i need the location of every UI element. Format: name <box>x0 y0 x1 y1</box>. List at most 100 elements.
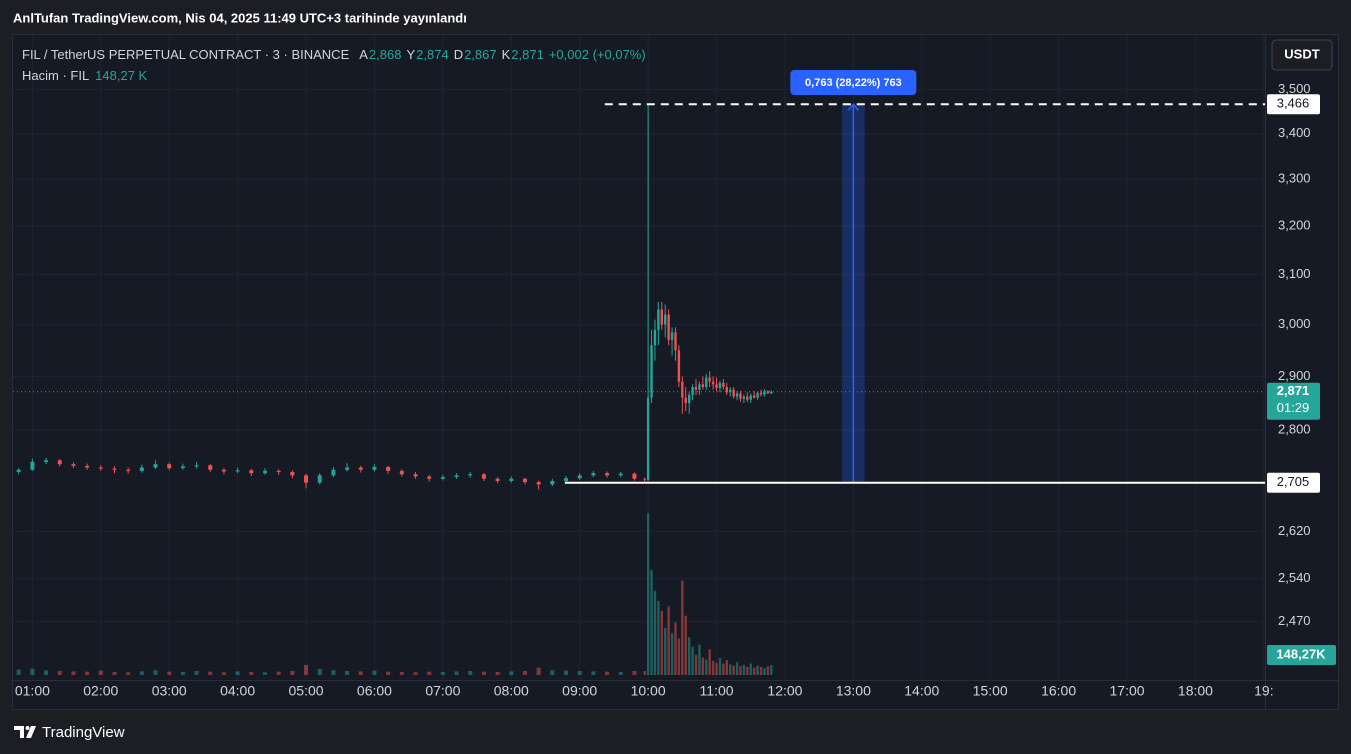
volume-bar <box>752 667 756 675</box>
volume-bar <box>16 669 21 675</box>
x-tick-label: 10:00 <box>631 683 666 699</box>
x-tick-label: 05:00 <box>289 683 324 699</box>
candle-body <box>752 395 756 398</box>
volume-bar <box>664 627 667 675</box>
x-tick-label: 14:00 <box>904 683 939 699</box>
candle-body <box>722 382 725 388</box>
volume-bar <box>372 670 377 675</box>
candle-body <box>427 476 432 479</box>
measure-label-box <box>790 70 917 95</box>
x-tick-label: 04:00 <box>220 683 255 699</box>
x-tick-label: 15:00 <box>973 683 1008 699</box>
currency-label[interactable]: USDT <box>1284 46 1319 61</box>
currency-button[interactable] <box>1271 39 1333 71</box>
volume-bar <box>454 671 459 675</box>
candle-body <box>725 387 728 393</box>
candle-body <box>763 391 766 395</box>
price-line-label: 3,466 <box>1277 96 1310 111</box>
volume-bar <box>235 671 240 675</box>
y-tick-label: 3,400 <box>1278 125 1311 140</box>
volume-bar <box>742 664 746 675</box>
candle-body <box>729 389 732 393</box>
volume-bar <box>208 671 213 675</box>
volume-bar <box>718 658 722 675</box>
volume-bar <box>112 671 117 675</box>
y-tick-label: 3,100 <box>1278 266 1311 281</box>
y-tick-label: 2,620 <box>1278 523 1311 538</box>
volume-bar <box>701 657 705 675</box>
volume-bar <box>44 670 49 675</box>
volume-bar <box>126 672 131 675</box>
candle-body <box>57 460 62 465</box>
volume-bar <box>468 670 473 675</box>
y-tick-label: 2,470 <box>1278 613 1311 628</box>
candle-body <box>85 465 90 468</box>
candle-body <box>564 478 569 482</box>
volume-bar <box>684 615 687 675</box>
volume-bar <box>722 663 725 675</box>
volume-bar <box>564 670 569 675</box>
candle-body <box>691 387 694 395</box>
candle-body <box>180 466 185 469</box>
volume-bar <box>691 646 694 675</box>
volume-bar <box>632 670 637 675</box>
candle-body <box>770 391 773 394</box>
candle-body <box>718 382 722 389</box>
volume-bar <box>770 665 773 675</box>
change: +0,002 (+0,07%) <box>548 47 646 62</box>
candle-body <box>705 377 708 388</box>
volume-bar <box>759 666 763 675</box>
candle-body <box>509 478 514 482</box>
chart-panel <box>12 34 1339 710</box>
volume-bar <box>331 670 336 675</box>
candle-body <box>481 474 486 479</box>
volume-bar <box>725 660 728 675</box>
ohlc: A2,868 Y2,874 D2,867 K2,871 <box>359 47 549 62</box>
candle-body <box>632 473 637 479</box>
x-tick-label: 17:00 <box>1110 683 1145 699</box>
volume-bar <box>30 668 35 675</box>
current-price-label: 2,871 <box>1277 383 1310 398</box>
candle-body <box>98 467 103 469</box>
measure-arrowhead <box>847 103 859 111</box>
candle-body <box>650 345 653 398</box>
ohlc-name: D <box>453 47 464 62</box>
candle-body <box>153 464 158 468</box>
candle-body <box>735 393 739 397</box>
volume-bar <box>677 638 681 675</box>
candle-body <box>670 332 674 341</box>
candle-body <box>687 394 691 403</box>
symbol-title: FIL / TetherUS PERPETUAL CONTRACT · 3 · … <box>22 47 350 62</box>
volume-bar <box>711 660 715 675</box>
volume-bar <box>495 671 500 675</box>
volume-value: 148,27 K <box>95 68 148 83</box>
price-line-label: 2,705 <box>1277 474 1310 489</box>
volume-bar <box>71 671 76 675</box>
legend: FIL / TetherUS PERPETUAL CONTRACT · 3 · … <box>22 44 651 86</box>
ohlc-name: A <box>359 47 368 62</box>
candle-body <box>550 481 555 485</box>
y-tick-label: 3,000 <box>1278 316 1311 331</box>
candle-body <box>694 387 698 390</box>
y-tick-label: 3,300 <box>1278 171 1311 186</box>
volume-bar <box>746 666 749 675</box>
brand-name: TradingView <box>42 724 125 741</box>
volume-bar <box>705 659 708 675</box>
candle-body <box>112 468 117 470</box>
volume-bar <box>57 670 62 675</box>
volume-bar <box>591 671 596 675</box>
volume-bar <box>399 671 404 675</box>
candle-body <box>591 473 596 476</box>
candle-body <box>386 466 391 471</box>
volume-bar <box>317 668 322 675</box>
x-tick-label: 07:00 <box>425 683 460 699</box>
volume-last-label: 148,27K <box>1276 646 1326 661</box>
candle-body <box>756 392 759 398</box>
volume-legend: Hacim · FIL 148,27 K <box>22 65 651 86</box>
volume-bar <box>139 671 144 675</box>
volume-bar <box>577 670 582 675</box>
volume-name: Hacim · FIL <box>22 68 90 83</box>
volume-bar <box>681 580 684 675</box>
candle-body <box>71 464 76 466</box>
volume-bar <box>262 672 267 675</box>
